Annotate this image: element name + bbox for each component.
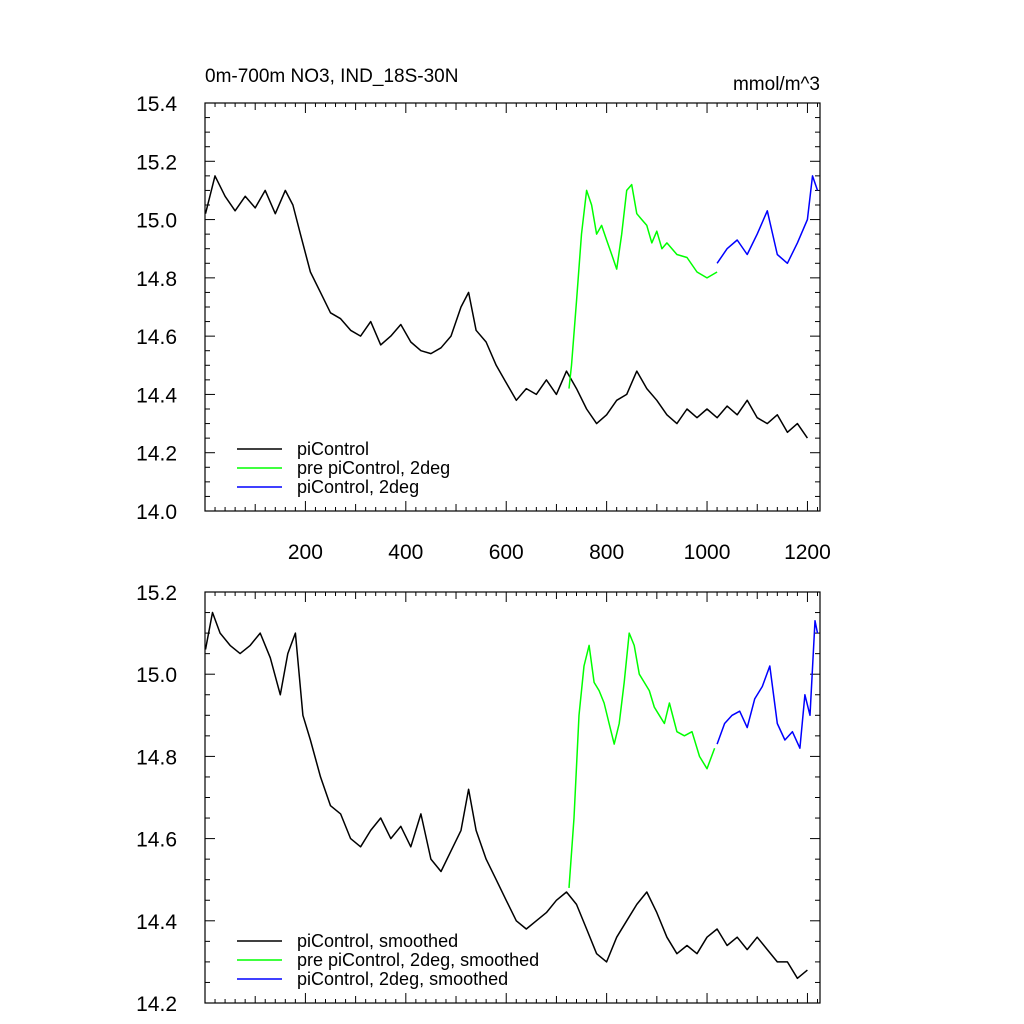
series-line-2 — [716, 175, 819, 265]
chart-title: 0m-700m NO3, IND_18S-30N — [205, 66, 458, 87]
bottom-chart-panel: 14.2 14.4 14.6 14.8 15.0 15.2 piControl, smoot… — [136, 582, 821, 1016]
top-chart-panel: 14.0 14.2 14.4 14.6 14.8 15.0 15.2 15.4 200 400 60… — [136, 66, 831, 564]
y-tick-label: 14.0 — [136, 501, 177, 524]
legend-label: piControl, smoothed — [297, 931, 458, 951]
y-tick-label: 15.0 — [136, 664, 177, 687]
y-tick-label: 14.2 — [136, 443, 177, 466]
series-line-0 — [205, 611, 808, 980]
x-tick-label: 400 — [388, 541, 423, 564]
legend-label: piControl — [297, 439, 369, 459]
y-tick-label: 15.2 — [136, 582, 177, 605]
units-label: mmol/m^3 — [733, 74, 820, 95]
series-line-2 — [716, 620, 819, 749]
legend-label: pre piControl, 2deg, smoothed — [297, 950, 539, 970]
x-tick-label: 1200 — [784, 541, 831, 564]
x-tick-label: 1000 — [684, 541, 731, 564]
y-tick-label: 15.4 — [136, 93, 177, 116]
y-tick-label: 15.0 — [136, 210, 177, 233]
y-tick-label: 14.8 — [136, 268, 177, 291]
y-tick-label: 14.4 — [136, 384, 177, 407]
y-tick-label: 14.4 — [136, 911, 177, 934]
y-tick-label: 14.2 — [136, 993, 177, 1016]
y-tick-label: 14.8 — [136, 746, 177, 769]
x-tick-label: 200 — [288, 541, 323, 564]
legend-label: pre piControl, 2deg — [297, 458, 450, 478]
legend-label: piControl, 2deg, smoothed — [297, 969, 508, 989]
series-line-1 — [568, 183, 718, 389]
x-tick-label: 600 — [489, 541, 524, 564]
x-tick-label: 800 — [589, 541, 624, 564]
series-line-0 — [205, 175, 809, 439]
series-line-1 — [568, 632, 716, 888]
legend-label: piControl, 2deg — [297, 477, 419, 497]
y-tick-label: 15.2 — [136, 151, 177, 174]
y-tick-label: 14.6 — [136, 829, 177, 852]
y-tick-label: 14.6 — [136, 326, 177, 349]
